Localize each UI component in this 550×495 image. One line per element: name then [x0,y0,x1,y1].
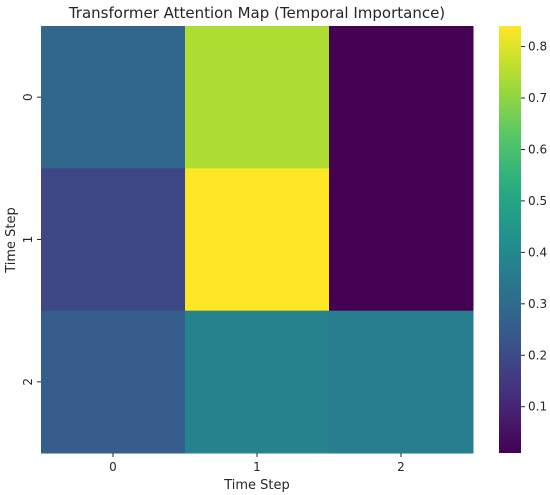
heatmap-cell [185,168,330,312]
heatmap-cell [329,26,474,169]
x-tick-label: 0 [109,460,117,474]
colorbar-tick-label: 0.1 [528,400,547,414]
heatmap-cell [41,26,186,169]
y-axis-label: Time Step [4,207,19,274]
heatmap-cell [41,168,186,312]
heatmap-cells [41,26,474,454]
chart-title: Transformer Attention Map (Temporal Impo… [68,4,445,22]
y-axis-ticks: 0 1 2 [21,93,41,386]
x-tick-label: 1 [253,460,261,474]
heatmap-cell [185,310,330,454]
colorbar-tick-label: 0.5 [528,194,547,208]
colorbar-ticks: 0.1 0.2 0.3 0.4 0.5 0.6 0.7 0.8 [521,40,547,414]
colorbar [499,26,521,453]
x-axis-ticks: 0 1 2 [109,453,405,474]
y-tick-label: 0 [21,93,35,101]
colorbar-tick-label: 0.8 [528,40,547,54]
heatmap-cell [185,26,330,169]
x-axis-label: Time Step [223,478,290,493]
y-tick-label: 1 [21,236,35,244]
colorbar-tick-label: 0.3 [528,297,547,311]
colorbar-tick-label: 0.7 [528,91,547,105]
colorbar-tick-label: 0.6 [528,142,547,156]
colorbar-tick-label: 0.4 [528,245,547,259]
heatmap-cell [41,310,186,454]
heatmap-cell [329,310,474,454]
heatmap-cell [329,168,474,312]
x-tick-label: 2 [397,460,405,474]
y-tick-label: 2 [21,378,35,386]
colorbar-tick-label: 0.2 [528,348,547,362]
